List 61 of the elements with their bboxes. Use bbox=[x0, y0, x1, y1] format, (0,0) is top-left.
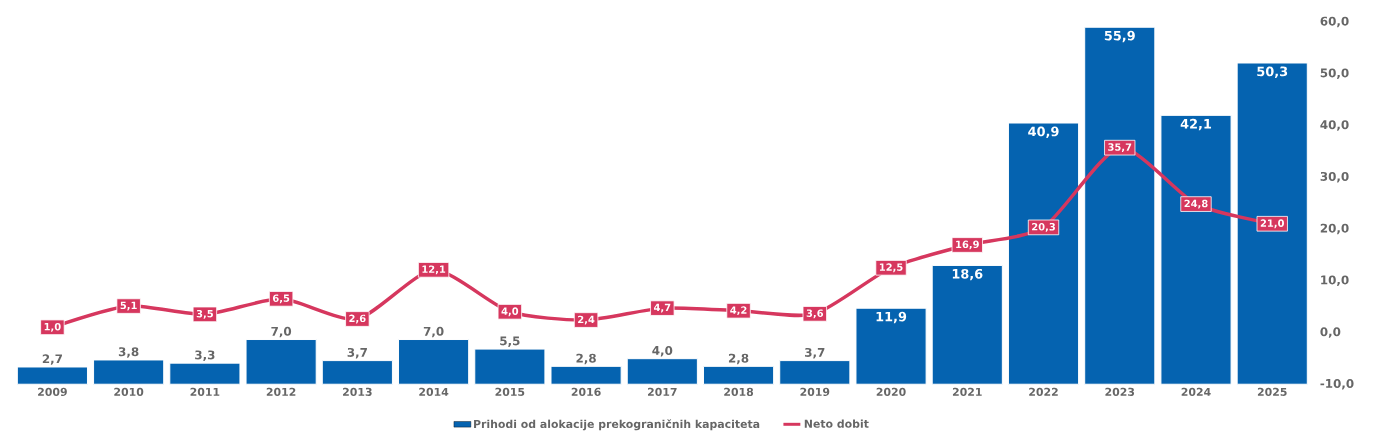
x-tick-label: 2009 bbox=[38, 387, 67, 397]
y2-tick-label: 50,0 bbox=[1320, 68, 1349, 79]
bar bbox=[931, 264, 1003, 385]
data-label: 2,7 bbox=[42, 354, 62, 365]
x-tick-label: 2025 bbox=[1257, 387, 1287, 397]
x-tick-label: 2017 bbox=[647, 387, 677, 397]
bar bbox=[321, 360, 393, 385]
bar bbox=[626, 358, 698, 385]
bar bbox=[93, 359, 165, 385]
data-label: 2,8 bbox=[576, 353, 596, 365]
bar bbox=[1007, 122, 1080, 385]
x-tick-label: 2020 bbox=[876, 387, 906, 397]
bar bbox=[474, 348, 546, 385]
bar bbox=[398, 339, 470, 385]
data-label: 3,3 bbox=[195, 350, 215, 361]
y2-tick-label: 0,0 bbox=[1320, 327, 1341, 338]
data-label: 4,0 bbox=[652, 346, 673, 357]
data-label: 3,7 bbox=[347, 347, 367, 359]
data-label: 18,6 bbox=[952, 268, 983, 281]
y2-tick-label: 40,0 bbox=[1320, 120, 1349, 131]
y2-tick-label: -10,0 bbox=[1320, 379, 1354, 390]
x-tick-label: 2015 bbox=[495, 387, 525, 397]
bar bbox=[855, 307, 927, 385]
data-label: 55,9 bbox=[1104, 30, 1135, 43]
data-label: 5,5 bbox=[500, 336, 520, 347]
y2-tick-label: 20,0 bbox=[1320, 223, 1349, 235]
bar bbox=[1236, 62, 1308, 385]
data-label: 11,9 bbox=[876, 311, 907, 324]
bar bbox=[169, 362, 241, 385]
data-label: 50,3 bbox=[1257, 66, 1288, 78]
y2-tick-label: 30,0 bbox=[1320, 171, 1349, 183]
data-label: 40,9 bbox=[1028, 126, 1059, 138]
data-label: 7,0 bbox=[271, 326, 292, 338]
x-tick-label: 2014 bbox=[419, 387, 449, 397]
x-tick-label: 2021 bbox=[952, 387, 982, 397]
bar bbox=[550, 365, 622, 385]
bar bbox=[1084, 26, 1156, 385]
bar bbox=[779, 360, 851, 385]
data-label: 7,0 bbox=[423, 326, 444, 338]
legend-label: Neto dobit bbox=[804, 419, 869, 428]
bar bbox=[245, 339, 317, 385]
x-tick-label: 2019 bbox=[800, 387, 830, 397]
x-tick-label: 2016 bbox=[571, 387, 601, 397]
x-tick-label: 2011 bbox=[190, 387, 220, 397]
x-tick-label: 2022 bbox=[1029, 387, 1058, 397]
bar bbox=[1160, 114, 1232, 385]
legend-label: Prihodi od alokacije prekograničnih kapaciteta bbox=[474, 419, 760, 431]
y2-tick-label: 10,0 bbox=[1321, 275, 1349, 286]
x-tick-label: 2010 bbox=[114, 387, 144, 397]
bar bbox=[16, 366, 88, 385]
x-tick-label: 2012 bbox=[266, 387, 296, 397]
data-label: 2,8 bbox=[728, 353, 749, 365]
bar bbox=[702, 365, 775, 385]
x-tick-label: 2023 bbox=[1105, 387, 1135, 397]
x-tick-label: 2018 bbox=[724, 387, 754, 397]
data-label: 42,1 bbox=[1180, 118, 1212, 131]
x-tick-label: 2024 bbox=[1181, 387, 1211, 397]
y2-tick-label: 60,0 bbox=[1320, 16, 1349, 28]
x-tick-label: 2013 bbox=[343, 387, 372, 397]
data-label: 3,7 bbox=[805, 347, 825, 359]
data-label: 3,8 bbox=[118, 347, 139, 358]
